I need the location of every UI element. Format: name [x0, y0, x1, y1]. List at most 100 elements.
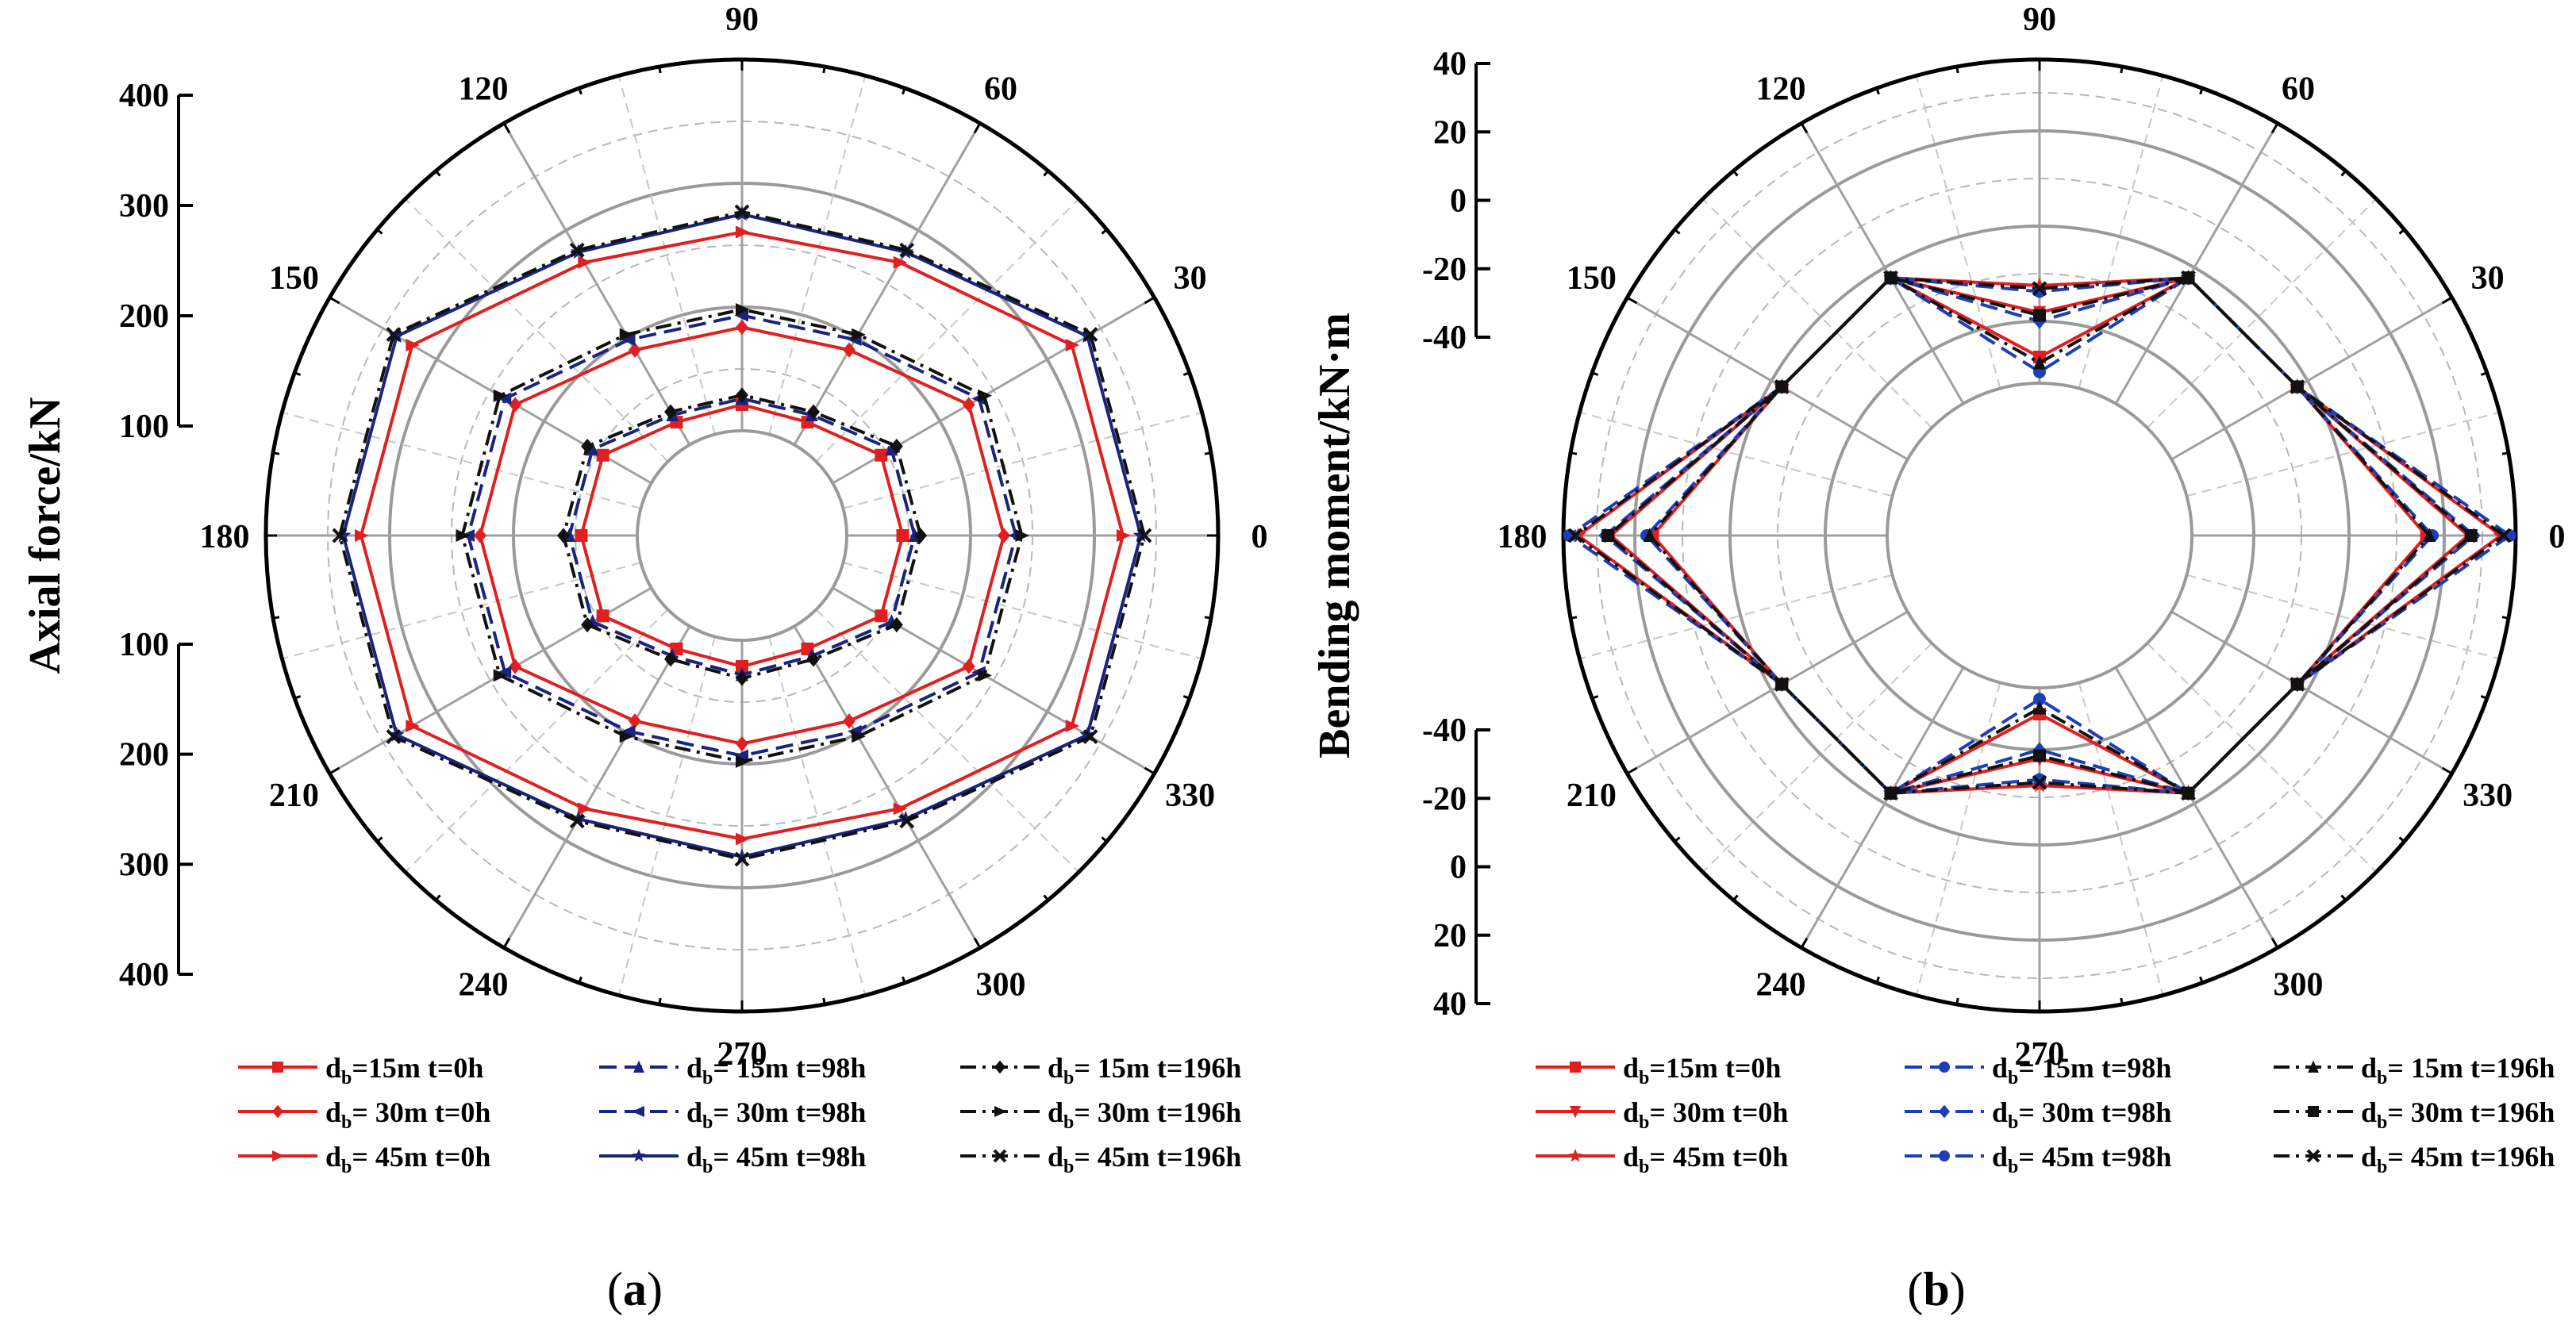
- data-point: [629, 713, 641, 729]
- angle-tick: [502, 122, 511, 134]
- data-point: [493, 669, 508, 682]
- grid-spoke: [2170, 296, 2453, 461]
- data-point: [1132, 527, 1149, 543]
- legend-swatch-marker: [272, 1150, 285, 1161]
- legend-item: db= 45m t=196h: [960, 1141, 1241, 1177]
- legend-item: db=15m t=0h: [238, 1052, 483, 1089]
- data-point: [629, 342, 641, 358]
- angle-tick: [2120, 997, 2124, 1005]
- axis-tick-label: 200: [119, 298, 169, 335]
- angle-label-0: 0: [1251, 519, 1268, 555]
- legend-item: db= 45m t=0h: [1536, 1141, 1788, 1177]
- data-point: [736, 660, 748, 673]
- angle-tick: [1591, 371, 1599, 376]
- data-point: [493, 389, 508, 402]
- data-point: [807, 404, 820, 420]
- grid-spoke: [502, 122, 691, 446]
- grid-spoke: [2114, 666, 2279, 949]
- series-30m-t-196h: [456, 303, 1030, 768]
- data-point: [736, 735, 748, 752]
- legend-swatch-marker: [993, 1149, 1007, 1163]
- legend-label: db= 15m t=196h: [2361, 1052, 2555, 1089]
- legend-swatch-marker: [1570, 1106, 1581, 1119]
- legend-swatch-marker: [632, 1106, 644, 1117]
- angle-tick: [822, 66, 826, 74]
- data-point: [807, 651, 820, 667]
- caption-a: (a): [607, 1263, 663, 1315]
- axis-tick-label: 0: [1450, 850, 1467, 886]
- angle-tick: [578, 87, 582, 95]
- data-point: [736, 387, 748, 403]
- radial-axis-upper: 400 300 200 100: [119, 78, 193, 445]
- data-point: [899, 813, 915, 829]
- angle-tick: [1800, 937, 1809, 949]
- legend-label: db= 30m t=98h: [1992, 1096, 2171, 1133]
- grid-spoke: [1626, 610, 1909, 775]
- data-point: [734, 204, 750, 220]
- data-point: [962, 397, 975, 413]
- angle-tick: [1570, 616, 1578, 620]
- axis-tick-label: 40: [1433, 46, 1467, 83]
- angle-tick: [1674, 228, 1681, 235]
- grid-spoke: [2170, 610, 2453, 775]
- grid-spoke-minor: [768, 75, 867, 435]
- data-point: [575, 529, 588, 542]
- legend-item: db= 30m t=98h: [1905, 1096, 2171, 1133]
- data-point: [998, 528, 1010, 543]
- legend-label: db= 45m t=196h: [1048, 1141, 1241, 1177]
- data-point: [843, 713, 855, 729]
- legend-swatch-marker: [1939, 1062, 1950, 1073]
- data-point: [619, 328, 634, 341]
- angle-tick: [1101, 228, 1108, 235]
- grid-spoke-minor: [2078, 75, 2164, 389]
- legend-swatch-marker: [1939, 1150, 1950, 1161]
- angle-label-90: 90: [725, 2, 759, 38]
- legend-swatch-marker: [1570, 1062, 1581, 1073]
- data-point: [734, 848, 750, 864]
- data-point: [914, 528, 927, 543]
- legend-swatch-marker: [272, 1062, 283, 1073]
- angle-tick: [272, 616, 280, 620]
- angle-tick: [2501, 451, 2509, 455]
- data-point: [1774, 379, 1790, 394]
- legend-item: db= 45m t=98h: [1905, 1141, 2171, 1177]
- legend-swatch-marker: [994, 1060, 1005, 1074]
- legend-item: db= 45m t=0h: [238, 1141, 490, 1177]
- grid-spoke-minor: [768, 636, 867, 996]
- legend-label: db= 15m t=196h: [1048, 1052, 1241, 1089]
- angle-tick: [329, 296, 340, 305]
- data-point: [899, 242, 915, 258]
- angle-label-240: 240: [1756, 967, 1806, 1004]
- angle-tick: [1875, 976, 1880, 984]
- y-axis-title: Axial force/kN: [21, 397, 70, 674]
- angle-label-240: 240: [459, 967, 509, 1004]
- angle-tick: [2270, 937, 2279, 949]
- axis-tick-label: -40: [1422, 712, 1467, 749]
- data-point: [596, 609, 609, 623]
- data-point: [2423, 528, 2436, 542]
- angle-tick: [1800, 122, 1809, 134]
- data-point: [664, 404, 677, 420]
- caption-b: (b): [1907, 1263, 1965, 1315]
- angle-tick: [2441, 766, 2453, 775]
- series-15m-t-196h: [557, 387, 927, 686]
- data-point: [736, 225, 750, 239]
- grid-spoke-minor: [815, 609, 1079, 873]
- data-point: [1601, 529, 1615, 542]
- angle-tick: [376, 836, 383, 843]
- data-point: [509, 397, 522, 413]
- data-point: [619, 730, 634, 743]
- legend-item: db= 15m t=98h: [599, 1052, 866, 1089]
- angle-tick: [1626, 766, 1638, 775]
- angle-tick: [2340, 170, 2347, 177]
- legend-item: db= 45m t=196h: [2274, 1141, 2555, 1177]
- angle-label-330: 330: [1165, 778, 1215, 814]
- angle-label-30: 30: [2471, 260, 2505, 297]
- angle-tick: [578, 976, 582, 984]
- data-point: [1567, 528, 1583, 543]
- data-point: [893, 802, 908, 816]
- angle-tick: [1955, 66, 1959, 74]
- legend-swatch-marker: [994, 1106, 1007, 1117]
- angle-tick: [902, 87, 906, 95]
- data-point: [978, 669, 992, 682]
